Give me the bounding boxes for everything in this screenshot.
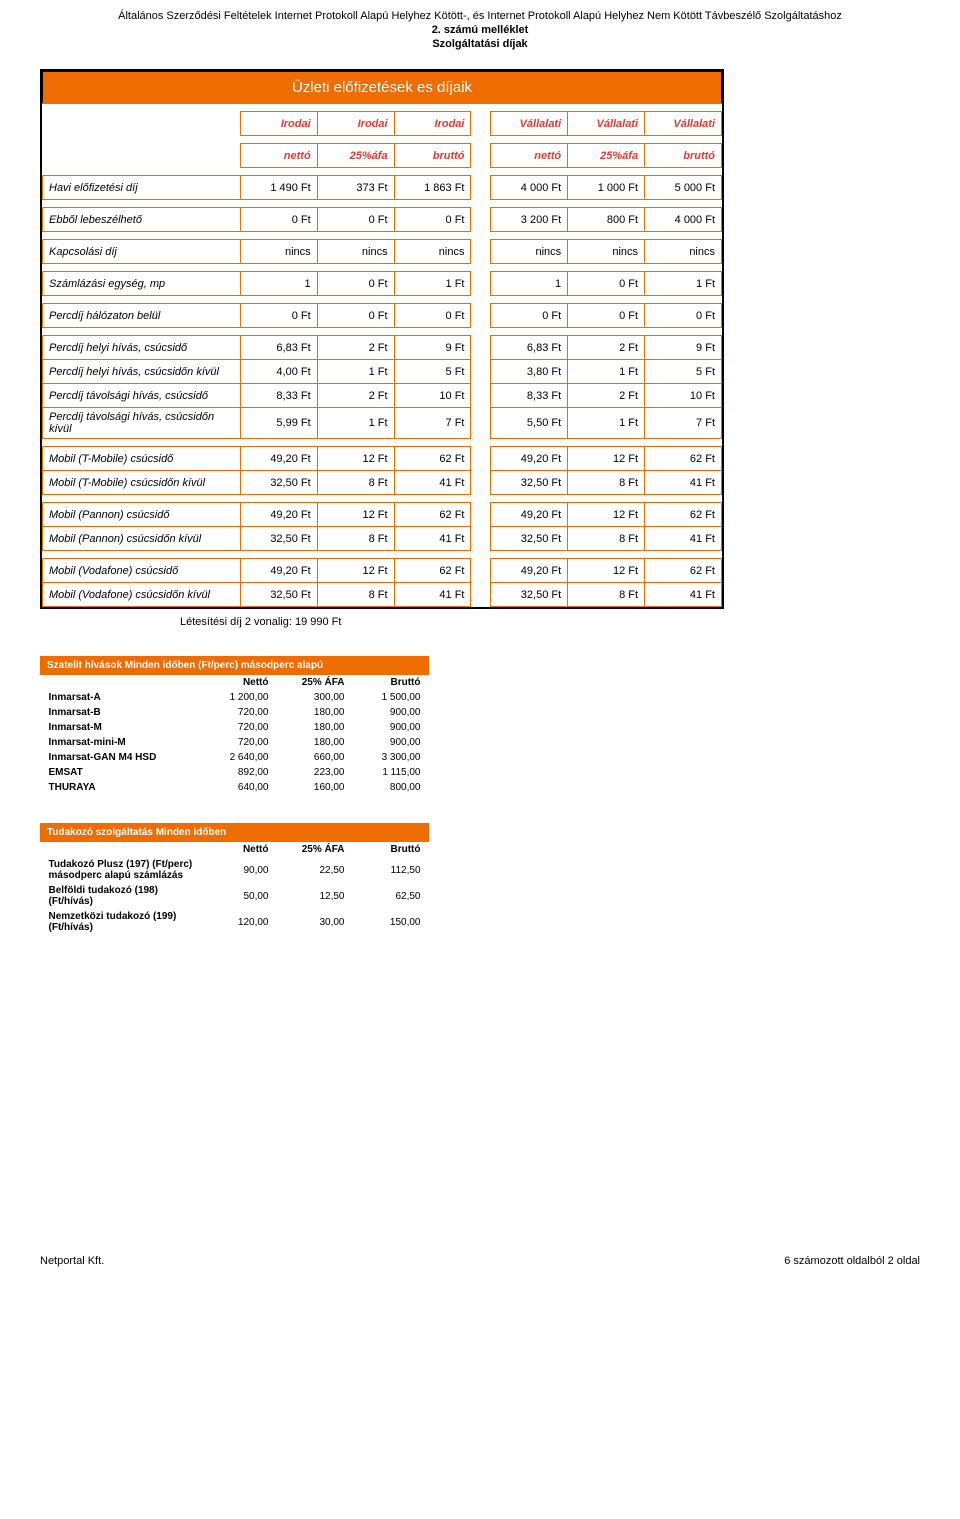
small-title: Szatelit hívások Minden időben (Ft/perc)… bbox=[41, 657, 429, 675]
row-label: Percdíj helyi hívás, csúcsidő bbox=[43, 336, 241, 360]
row-label: Percdíj távolsági hívás, csúcsidőn kívül bbox=[43, 408, 241, 439]
footer-right: 6 számozott oldalból 2 oldal bbox=[784, 1255, 920, 1267]
info-service-table: Tudakozó szolgáltatás Minden időbenNettó… bbox=[40, 823, 429, 935]
header-line1: Általános Szerződési Feltételek Internet… bbox=[40, 10, 920, 24]
setup-fee: Létesítési díj 2 vonalig: 19 990 Ft bbox=[40, 612, 920, 628]
row-label: Percdíj helyi hívás, csúcsidőn kívül bbox=[43, 360, 241, 384]
row-label: Kapcsolási díj bbox=[43, 240, 241, 264]
row-label: Mobil (Pannon) csúcsidő bbox=[43, 503, 241, 527]
main-title: Üzleti előfizetések es díjaik bbox=[43, 72, 722, 104]
main-pricing-frame: Üzleti előfizetések es díjaikIrodaiIroda… bbox=[40, 69, 724, 609]
header-line2: 2. számú melléklet bbox=[40, 24, 920, 38]
row-label: Mobil (T-Mobile) csúcsidőn kívül bbox=[43, 471, 241, 495]
row-label: Mobil (Pannon) csúcsidőn kívül bbox=[43, 527, 241, 551]
row-label: Mobil (T-Mobile) csúcsidő bbox=[43, 447, 241, 471]
row-label: Mobil (Vodafone) csúcsidő bbox=[43, 559, 241, 583]
page-header: Általános Szerződési Feltételek Internet… bbox=[40, 10, 920, 51]
page-footer: Netportal Kft. 6 számozott oldalból 2 ol… bbox=[40, 1255, 920, 1267]
row-label: Ebből lebeszélhető bbox=[43, 208, 241, 232]
row-label: Számlázási egység, mp bbox=[43, 272, 241, 296]
header-line3: Szolgáltatási díjak bbox=[40, 38, 920, 52]
row-label: Percdíj távolsági hívás, csúcsidő bbox=[43, 384, 241, 408]
satellite-table: Szatelit hívások Minden időben (Ft/perc)… bbox=[40, 656, 429, 795]
small-title: Tudakozó szolgáltatás Minden időben bbox=[41, 824, 429, 842]
row-label: Mobil (Vodafone) csúcsidőn kívül bbox=[43, 583, 241, 607]
footer-left: Netportal Kft. bbox=[40, 1255, 104, 1267]
main-pricing-table: Üzleti előfizetések es díjaikIrodaiIroda… bbox=[42, 71, 722, 607]
row-label: Percdíj hálózaton belül bbox=[43, 304, 241, 328]
row-label: Havi előfizetési díj bbox=[43, 176, 241, 200]
